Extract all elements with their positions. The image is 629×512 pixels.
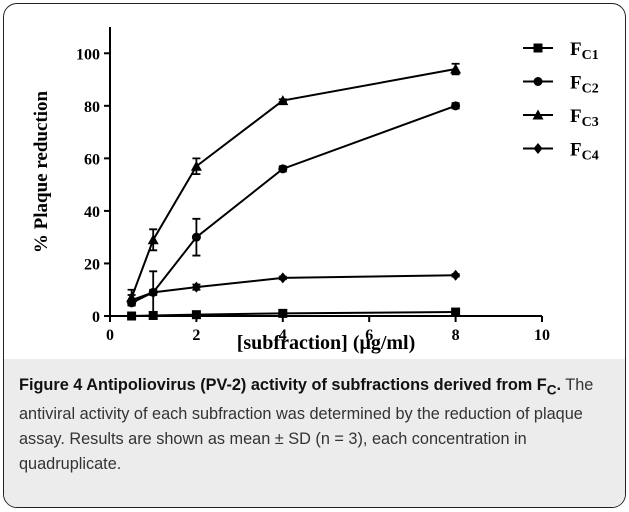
marker [451, 269, 461, 281]
marker [451, 307, 461, 317]
y-tick-label: 80 [84, 99, 100, 116]
x-tick-label: 10 [534, 327, 550, 344]
y-tick-label: 100 [76, 46, 100, 63]
marker [533, 77, 543, 86]
marker [190, 160, 202, 171]
marker [127, 294, 137, 306]
legend-label: FC1 [570, 39, 599, 63]
marker [532, 109, 544, 120]
marker [278, 164, 288, 174]
marker [277, 95, 289, 106]
marker [148, 286, 158, 298]
legend-label: FC2 [570, 73, 599, 97]
marker [148, 310, 158, 320]
marker [533, 143, 543, 154]
y-tick-label: 0 [92, 309, 100, 326]
caption-lead: Figure 4 Antipoliovirus (PV-2) activity … [19, 376, 547, 394]
series-line [131, 104, 456, 304]
x-tick-label: 6 [365, 327, 373, 344]
marker [278, 272, 288, 284]
series-line [130, 68, 456, 298]
caption-end: . [556, 376, 562, 394]
marker [450, 63, 462, 74]
series-line [131, 274, 456, 302]
y-tick-label: 20 [84, 256, 100, 273]
x-tick-label: 8 [452, 327, 460, 344]
figure: Figure 4 Antipoliovirus (PV-2) activity … [3, 3, 626, 508]
y-tick-label: 40 [84, 204, 100, 221]
caption-box: Figure 4 Antipoliovirus (PV-2) activity … [4, 359, 625, 507]
marker [127, 311, 137, 321]
marker [533, 43, 543, 53]
marker [147, 234, 159, 245]
legend-label: FC4 [570, 140, 599, 164]
marker [191, 310, 201, 320]
marker [451, 101, 461, 111]
marker [278, 308, 288, 318]
x-tick-label: 4 [279, 327, 287, 344]
x-axis-label: [subfraction] (μg/ml) [237, 332, 416, 354]
caption: Figure 4 Antipoliovirus (PV-2) activity … [19, 373, 615, 477]
marker [191, 232, 201, 242]
x-tick-label: 2 [192, 327, 200, 344]
x-tick-label: 0 [106, 327, 114, 344]
caption-sub: C [546, 382, 557, 398]
caption-text: The antiviral activity of each subfracti… [19, 376, 594, 474]
y-axis-label: % Plaque reduction [31, 90, 52, 253]
legend-label: FC3 [570, 106, 599, 130]
marker [191, 281, 201, 293]
chart: % Plaque reduction [subfraction] (μg/ml)… [31, 27, 599, 354]
y-tick-label: 60 [84, 151, 100, 168]
